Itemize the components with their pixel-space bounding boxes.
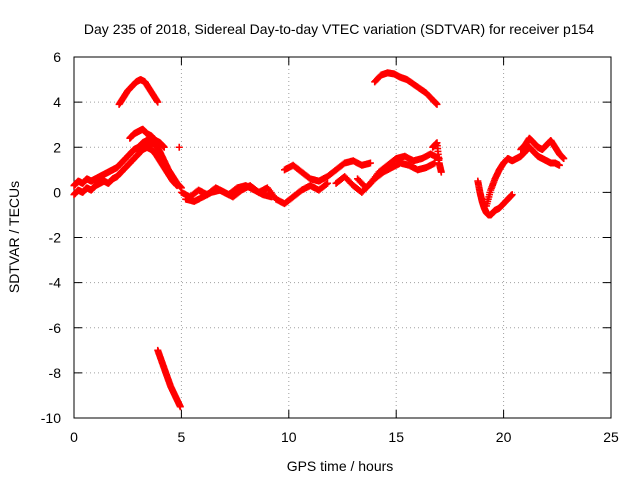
x-tick-label: 5 <box>178 429 186 445</box>
data-point <box>323 179 331 187</box>
data-point <box>160 143 168 151</box>
series-arc-midday-upper <box>281 157 374 185</box>
x-tick-label: 20 <box>496 429 512 445</box>
y-tick-label: -6 <box>49 320 62 336</box>
series-arc-midday-lower <box>182 182 276 205</box>
series-arc-early-lower <box>70 143 181 199</box>
y-tick-label: -10 <box>41 410 61 426</box>
data-point <box>173 182 181 190</box>
y-axis-label: SDTVAR / TECUs <box>6 181 22 293</box>
series-arc-afternoon-hump <box>371 69 441 108</box>
series-arc-peak-hump <box>115 76 162 108</box>
y-tick-label: -4 <box>49 275 62 291</box>
data-point <box>433 100 441 108</box>
series-arc-descending-negative <box>154 346 184 411</box>
y-tick-label: 6 <box>53 49 61 65</box>
y-tick-label: 4 <box>53 94 61 110</box>
data-point <box>366 159 374 167</box>
x-tick-label: 10 <box>281 429 297 445</box>
series-arc-early-baseline <box>70 136 185 192</box>
data-point <box>322 180 330 188</box>
data-point <box>508 191 516 199</box>
series-arc-afternoon-spikes <box>429 139 445 176</box>
data-point <box>437 168 445 176</box>
axis-ticks: 0 5 10 15 20 25 -10 -8 -6 -4 -2 0 2 4 6 <box>41 49 619 445</box>
y-tick-label: -2 <box>49 230 62 246</box>
series-arc-isolated-point <box>175 143 183 151</box>
series-arc-afternoon-lower <box>354 159 439 192</box>
series-arc-evening-dip <box>474 177 516 219</box>
chart-title: Day 235 of 2018, Sidereal Day-to-day VTE… <box>84 21 594 37</box>
data-marks <box>70 69 568 411</box>
series-arc-evening-rise <box>482 143 563 210</box>
series-arc-evening-upper <box>517 134 568 163</box>
data-point <box>175 143 183 151</box>
grid-lines <box>74 57 611 418</box>
data-point <box>560 155 568 163</box>
y-tick-label: 2 <box>53 139 61 155</box>
y-tick-label: 0 <box>53 184 61 200</box>
data-point <box>268 193 276 201</box>
x-tick-label: 15 <box>388 429 404 445</box>
y-tick-label: -8 <box>49 365 62 381</box>
x-tick-label: 0 <box>70 429 78 445</box>
x-tick-label: 25 <box>603 429 619 445</box>
series-arc-early-upper <box>126 125 168 151</box>
data-point <box>176 403 184 411</box>
x-axis-label: GPS time / hours <box>287 458 394 474</box>
data-point <box>555 161 563 169</box>
data-point <box>154 98 162 106</box>
